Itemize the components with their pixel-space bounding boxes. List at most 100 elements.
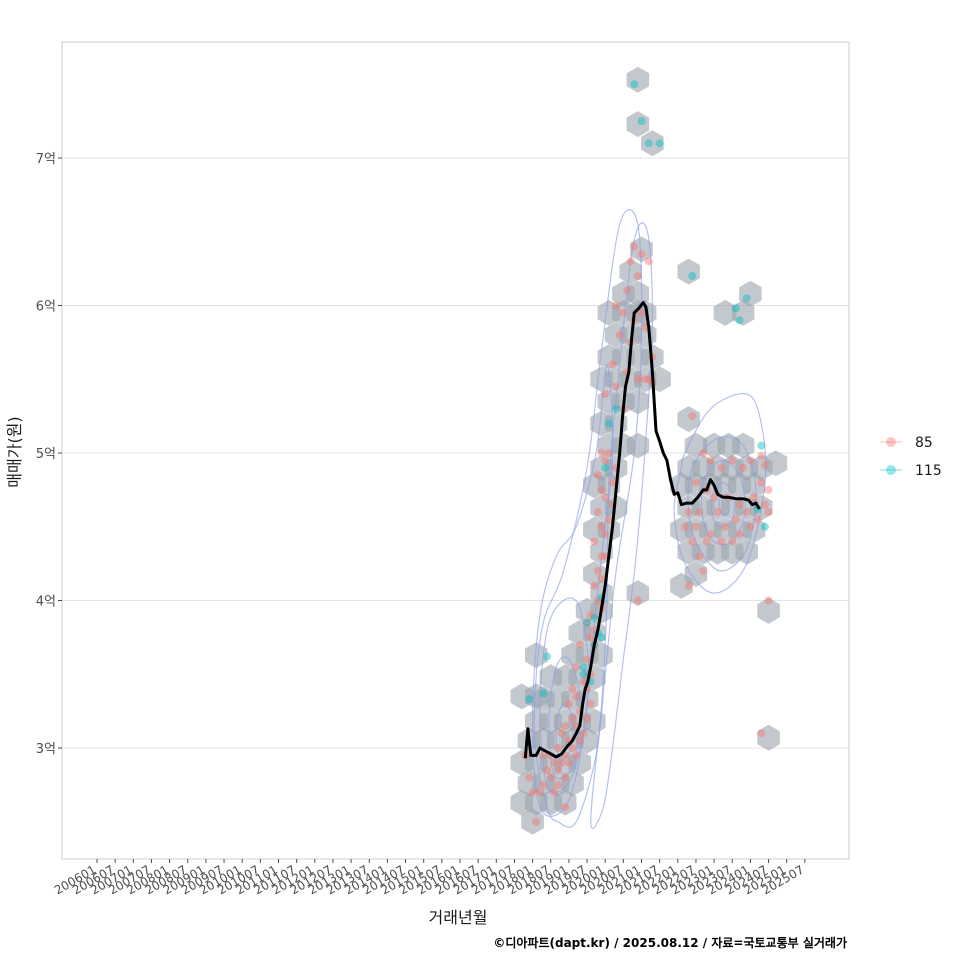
hexbin [742, 472, 766, 499]
data-point [699, 449, 708, 457]
data-point [572, 751, 581, 760]
scatter-points [521, 80, 773, 826]
density-contour [687, 436, 757, 572]
data-point [583, 714, 591, 723]
data-point [590, 614, 599, 623]
data-point [608, 360, 617, 369]
density-contour [718, 493, 730, 517]
plot-panel-border [61, 41, 850, 860]
data-point [557, 729, 566, 738]
data-point [710, 493, 719, 502]
data-point [760, 500, 769, 509]
source-caption: ©디아파트(dapt.kr) / 2025.08.12 / 자료=국토교통부 실… [493, 935, 847, 950]
y-tick-label: 5억 [36, 447, 56, 462]
data-point [630, 80, 639, 89]
data-point [539, 780, 548, 789]
data-point [757, 441, 766, 450]
data-point [554, 780, 562, 789]
density-contour [531, 363, 614, 817]
data-point [612, 404, 621, 413]
hexbin [604, 494, 628, 521]
data-point [644, 139, 653, 148]
data-point [543, 766, 552, 775]
data-point [583, 655, 591, 664]
hexbin [525, 642, 548, 669]
data-point [572, 692, 581, 701]
data-point [590, 537, 599, 546]
data-point [760, 460, 769, 469]
data-point [586, 611, 595, 620]
data-point [604, 449, 613, 457]
hexbin [619, 258, 642, 285]
hexbin [630, 236, 653, 263]
data-point [735, 530, 744, 539]
y-tick-label: 4억 [36, 595, 56, 610]
density-contour [555, 703, 574, 762]
density-contour [700, 459, 746, 546]
hexbin [626, 388, 650, 415]
data-point [554, 744, 562, 752]
data-point [572, 662, 581, 671]
hexbin [626, 280, 650, 307]
data-point [612, 301, 621, 310]
data-point [731, 515, 740, 524]
data-point [688, 537, 697, 546]
data-point [750, 493, 758, 502]
data-point [728, 456, 737, 465]
data-point [702, 537, 711, 546]
data-point [691, 478, 700, 487]
data-point [579, 670, 588, 679]
data-point [630, 242, 639, 251]
data-point [731, 304, 740, 313]
data-point [586, 633, 595, 642]
x-axis-title: 거래년월 [429, 908, 488, 927]
data-point [601, 463, 610, 472]
data-point [637, 117, 646, 126]
hexbin [757, 724, 780, 751]
data-point [608, 478, 617, 487]
density-contours [531, 209, 767, 830]
data-point [706, 456, 715, 465]
y-axis-title: 매매가(원) [5, 416, 24, 487]
data-point [539, 751, 548, 760]
y-tick-label: 6억 [36, 300, 56, 315]
data-point [688, 272, 697, 280]
data-point [525, 695, 533, 704]
trend-line [523, 301, 761, 759]
data-point [557, 758, 566, 767]
data-point [633, 272, 642, 280]
data-point [615, 331, 624, 339]
data-point [644, 375, 653, 384]
data-point [742, 294, 751, 303]
data-point [717, 463, 726, 472]
density-contour [533, 209, 643, 828]
data-point [644, 257, 653, 266]
data-point [550, 758, 559, 767]
data-point [525, 773, 533, 782]
hexbin [670, 572, 693, 599]
data-point [641, 375, 650, 384]
data-point [619, 308, 628, 317]
data-point [742, 508, 751, 516]
data-point [760, 522, 769, 531]
data-point [721, 522, 729, 531]
hexbin [561, 770, 584, 797]
data-point [655, 139, 664, 148]
data-point [601, 493, 610, 502]
data-point [568, 744, 577, 752]
density-contour [548, 656, 581, 780]
data-point [684, 581, 693, 590]
data-point [597, 574, 606, 583]
data-point [546, 773, 555, 782]
data-point [623, 286, 631, 295]
legend-key-dot-85 [886, 437, 896, 447]
data-point [561, 721, 570, 730]
hexbin [677, 258, 700, 285]
data-point [601, 530, 610, 539]
data-point [637, 308, 646, 317]
data-point [568, 685, 577, 693]
data-point [554, 766, 562, 775]
data-point [706, 530, 715, 539]
